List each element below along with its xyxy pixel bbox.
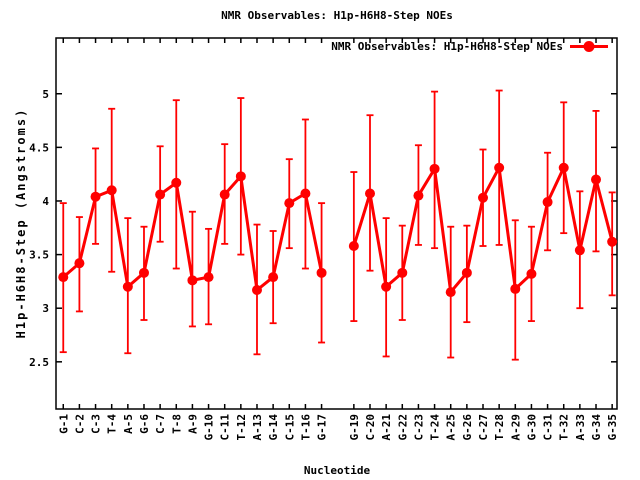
x-tick-label: T-16 <box>299 414 312 441</box>
data-point-marker <box>397 267 408 278</box>
y-tick-label: 2.5 <box>29 356 49 369</box>
x-tick-label: T-4 <box>106 414 119 434</box>
data-point-marker <box>526 268 537 279</box>
data-point-marker <box>203 272 214 283</box>
x-tick-label: C-2 <box>73 414 86 434</box>
data-point-marker <box>268 272 279 283</box>
x-tick-label: G-17 <box>316 414 329 441</box>
x-tick-label: C-20 <box>364 414 377 441</box>
data-point-marker <box>542 197 553 208</box>
x-axis-title: Nucleotide <box>303 464 371 477</box>
x-tick-label: T-8 <box>170 414 183 434</box>
data-point-marker <box>219 189 230 200</box>
x-tick-label: T-12 <box>235 414 248 441</box>
data-point-marker <box>381 281 392 292</box>
plot-border <box>55 37 618 410</box>
legend-label: NMR Observables: H1p-H6H8-Step NOEs <box>331 40 563 53</box>
x-tick-label: G-1 <box>57 414 70 434</box>
x-tick-label: G-26 <box>461 414 474 441</box>
x-tick-label: A-13 <box>251 414 264 441</box>
x-tick-label: G-14 <box>267 414 280 441</box>
data-point-marker <box>494 162 505 173</box>
y-tick-label: 4.5 <box>29 141 49 154</box>
x-tick-label: A-33 <box>574 414 587 441</box>
data-point-marker <box>300 188 311 199</box>
data-point-marker <box>74 258 85 269</box>
x-tick-label: T-32 <box>558 414 571 441</box>
data-point-marker <box>591 174 602 185</box>
x-tick-label: A-9 <box>186 414 199 434</box>
x-tick-label: C-3 <box>90 414 103 434</box>
data-point-marker <box>106 185 117 196</box>
x-tick-label: G-6 <box>138 414 151 434</box>
data-point-marker <box>235 171 246 182</box>
data-point-marker <box>284 198 295 209</box>
x-tick-label: C-15 <box>283 414 296 441</box>
data-point-marker <box>461 267 472 278</box>
x-tick-label: A-29 <box>509 414 522 441</box>
data-point-marker <box>122 281 133 292</box>
data-point-marker <box>478 192 489 203</box>
data-point-marker <box>558 162 569 173</box>
y-tick-label: 3 <box>42 302 49 315</box>
x-tick-label: G-30 <box>525 414 538 441</box>
x-tick-label: A-21 <box>380 414 393 441</box>
data-point-marker <box>187 275 198 286</box>
data-point-marker <box>155 189 166 200</box>
data-point-marker <box>413 190 424 201</box>
data-point-marker <box>574 245 585 256</box>
x-tick-label: G-22 <box>396 414 409 441</box>
data-point-marker <box>607 236 618 247</box>
x-tick-label: C-27 <box>477 414 490 441</box>
y-axis-title: H1p-H6H8-Step (Angstroms) <box>14 108 28 339</box>
x-tick-label: C-23 <box>412 414 425 441</box>
data-point-marker <box>316 267 327 278</box>
data-point-marker <box>429 163 440 174</box>
x-tick-label: C-31 <box>542 414 555 441</box>
legend-marker-sample <box>570 41 608 52</box>
y-tick-label: 5 <box>42 88 49 101</box>
data-point-marker <box>348 241 359 252</box>
data-point-marker <box>171 177 182 188</box>
x-tick-label: C-7 <box>154 414 167 434</box>
data-point-marker <box>251 284 262 295</box>
x-tick-label: G-35 <box>606 414 619 441</box>
data-point-marker <box>58 272 69 283</box>
data-point-marker <box>90 191 101 202</box>
x-tick-label: G-34 <box>590 414 603 441</box>
x-tick-label: G-19 <box>348 414 361 441</box>
x-tick-label: A-25 <box>445 414 458 441</box>
legend-point-sample <box>583 41 595 52</box>
y-tick-label: 4 <box>42 195 49 208</box>
data-point-marker <box>138 267 149 278</box>
x-tick-label: G-10 <box>203 414 216 441</box>
x-tick-label: C-11 <box>219 414 232 441</box>
data-point-marker <box>445 287 456 298</box>
x-tick-label: T-28 <box>493 414 506 441</box>
x-tick-label: A-5 <box>122 414 135 434</box>
y-tick-label: 3.5 <box>29 249 49 262</box>
data-point-marker <box>510 283 521 294</box>
x-tick-label: T-24 <box>429 414 442 441</box>
chart-title: NMR Observables: H1p-H6H8-Step NOEs <box>221 9 453 22</box>
data-point-marker <box>364 188 375 199</box>
